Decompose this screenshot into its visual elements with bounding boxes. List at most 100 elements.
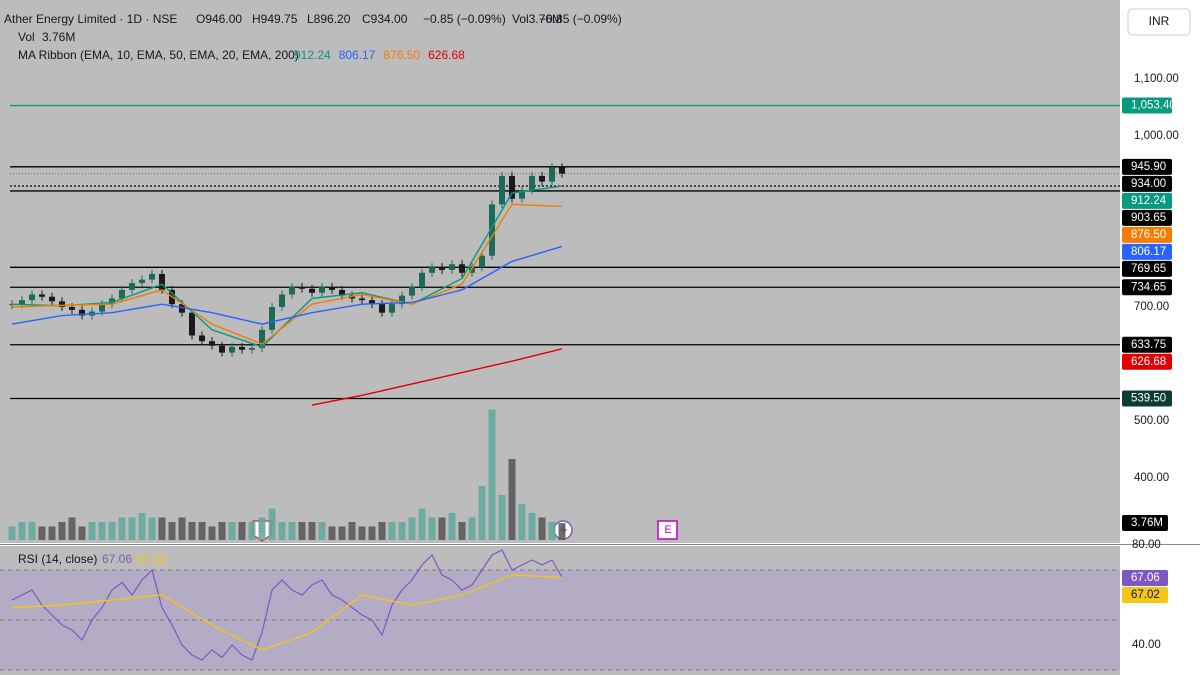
price-label-bg (1122, 336, 1172, 353)
rsi-line (11, 549, 563, 661)
volume-bar (228, 522, 236, 540)
volume-bar (508, 459, 516, 540)
volume-bar (38, 526, 46, 540)
candle-body (529, 175, 535, 191)
volume-bar (498, 495, 506, 540)
candle-body (399, 295, 405, 305)
candle-body (489, 204, 495, 256)
candle-body (39, 294, 45, 297)
candle-body (379, 304, 385, 313)
candle-body (479, 255, 485, 268)
price-label: 633.75 (1131, 339, 1166, 351)
candle-body (109, 298, 115, 305)
volume-bar (458, 522, 466, 540)
rsi-label: 67.06 (1131, 572, 1160, 584)
candle-body (139, 279, 145, 284)
ohlc-close: C934.00 (362, 12, 408, 26)
rsi-tick-label: 80.00 (1132, 539, 1161, 551)
volume-bar (448, 513, 456, 540)
candle-body (69, 307, 75, 310)
ma-value: 806.17 (339, 48, 376, 62)
price-label-bg (1122, 243, 1172, 260)
y-tick-label: 500.00 (1134, 415, 1169, 427)
volume-bar (518, 504, 526, 540)
volume-bar (168, 522, 176, 540)
price-label-bg (1122, 158, 1172, 175)
price-label: 876.50 (1131, 229, 1166, 241)
ohlc-high: H949.75 (252, 12, 298, 26)
candle-body (249, 348, 255, 350)
volume-bar (48, 526, 56, 540)
candle-body (499, 175, 505, 205)
candle-body (179, 304, 185, 313)
volume-inline: Vol3.76M (512, 12, 562, 26)
volume-bar (118, 517, 126, 540)
price-label: 945.90 (1131, 161, 1166, 173)
volume-bar (288, 522, 296, 540)
volume-title: Vol (18, 30, 35, 44)
volume-bar (418, 508, 426, 540)
candle-body (59, 301, 65, 307)
candle-body (319, 287, 325, 293)
candle-body (439, 267, 445, 270)
volume-label-bg (1122, 515, 1168, 531)
currency-button[interactable] (1127, 8, 1191, 36)
candle-body (289, 287, 295, 295)
candle-body (449, 264, 455, 270)
ma-value: 626.68 (428, 48, 465, 62)
rsi-ma-label-bg (1122, 587, 1168, 603)
volume-bar (438, 517, 446, 540)
candle-body (509, 175, 515, 199)
volume-bar (558, 523, 566, 540)
volume-bar (208, 526, 216, 540)
volume-bar (308, 522, 316, 540)
ema-line (11, 245, 563, 325)
change: −0.85 (−0.09%) (539, 12, 622, 26)
candle-body (189, 312, 195, 336)
candle-body (159, 273, 165, 290)
candle-body (99, 304, 105, 312)
volume-bar (188, 522, 196, 540)
candle-body (409, 287, 415, 296)
candle-body (259, 329, 265, 349)
earnings-marker[interactable]: E (657, 520, 678, 540)
candle-body (429, 267, 435, 273)
volume-bar (298, 522, 306, 540)
change: −0.85 (−0.09%) (423, 12, 506, 26)
candle-body (359, 298, 365, 301)
y-tick-label: 700.00 (1134, 301, 1169, 313)
candle-body (539, 175, 545, 182)
volume-bar (428, 517, 436, 540)
candle-body (199, 335, 205, 342)
volume-bar (68, 517, 76, 540)
volume-bar (98, 522, 106, 540)
volume-bar (198, 522, 206, 540)
volume-bar (148, 517, 156, 540)
price-pane (0, 0, 1120, 543)
volume-bar (338, 526, 346, 540)
candle-body (219, 345, 225, 353)
volume-bar (488, 409, 496, 540)
volume-bar (28, 522, 36, 540)
volume-bar (78, 526, 86, 540)
candle-body (559, 167, 565, 174)
candle-body (119, 289, 125, 299)
currency[interactable]: INR (1149, 14, 1170, 28)
ma-value: 876.50 (383, 48, 420, 62)
candle-body (129, 283, 135, 290)
candle-body (309, 288, 315, 293)
price-label-bg (1122, 279, 1172, 296)
volume-bar (398, 522, 406, 540)
volume-bar (128, 517, 136, 540)
volume-bar (358, 526, 366, 540)
candle-body (469, 267, 475, 273)
volume-bar (378, 522, 386, 540)
ma-value: 912.24 (294, 48, 331, 62)
rsi-ma-line (11, 574, 563, 651)
volume-bar (8, 526, 16, 540)
y-tick-label: 1,000.00 (1134, 130, 1179, 142)
candle-body (239, 346, 245, 350)
volume-bar (478, 486, 486, 540)
